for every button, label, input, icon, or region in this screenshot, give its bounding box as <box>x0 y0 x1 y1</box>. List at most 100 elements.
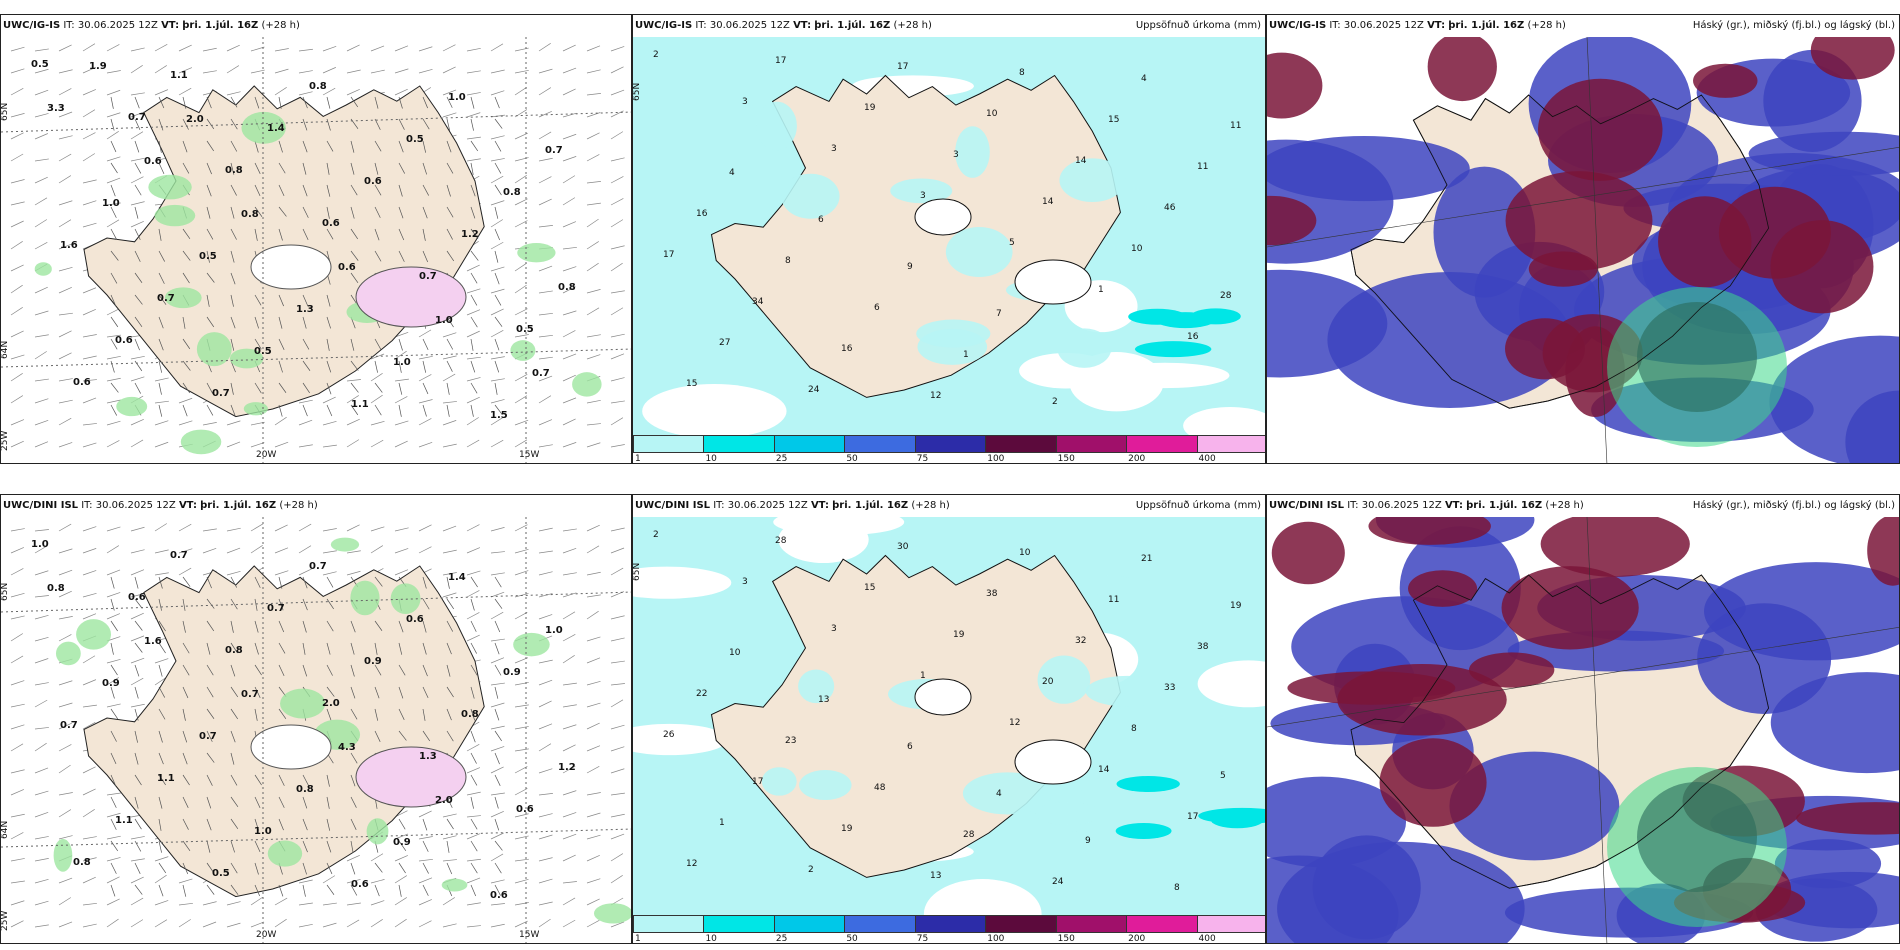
precip-value: 11 <box>1197 162 1208 172</box>
panel-header: UWC/DINI ISL IT: 30.06.2025 12Z VT: þri.… <box>633 495 1265 517</box>
precip-blob <box>267 840 303 867</box>
wind-barb <box>538 878 553 884</box>
wind-barb <box>206 642 211 655</box>
wind-barb <box>82 309 96 316</box>
wind-barb <box>202 548 217 554</box>
high-cloud <box>1540 517 1690 577</box>
high-cloud <box>1810 37 1895 80</box>
wind-barb <box>134 620 143 631</box>
wind-barb <box>586 423 601 426</box>
wind-barb <box>494 752 500 765</box>
wind-barb <box>562 592 577 598</box>
wind-barb <box>326 338 330 351</box>
precip-area <box>962 772 1053 815</box>
precip-blob <box>390 583 421 614</box>
wind-barb <box>110 664 118 676</box>
wind-barb <box>58 634 72 642</box>
wind-barb <box>326 162 330 175</box>
wind-barb <box>490 923 505 928</box>
wind-barb <box>586 636 601 642</box>
wind-barb <box>230 96 238 108</box>
precip-value: 5 <box>1220 771 1226 781</box>
precip-value: 15 <box>686 379 697 389</box>
wind-barb <box>134 360 143 372</box>
precip-area <box>798 669 835 704</box>
wind-barb <box>106 526 121 532</box>
wind-barb <box>106 703 121 708</box>
wind-barb <box>374 250 382 262</box>
rain-value: 0.7 <box>241 689 259 700</box>
wind-barb <box>374 206 381 218</box>
glacier <box>355 266 467 328</box>
wind-barb <box>446 140 452 153</box>
wind-barb <box>298 399 313 404</box>
wind-barb <box>394 88 408 96</box>
wind-barb <box>10 724 25 730</box>
wind-barb <box>134 730 138 743</box>
colorbar: 1 10 25 50 75 100 150 200 400 <box>633 915 1265 943</box>
wind-barb <box>154 874 167 884</box>
glacier <box>250 244 332 290</box>
wind-barb <box>446 118 451 131</box>
wind-barb <box>418 46 433 52</box>
rain-value: 0.9 <box>102 678 120 689</box>
wind-barb <box>130 526 145 532</box>
wind-barb <box>110 620 118 632</box>
wind-barb <box>106 440 120 448</box>
wind-barb <box>374 576 383 587</box>
wind-barb <box>158 316 164 329</box>
wind-barb <box>490 572 505 576</box>
rain-value: 0.7 <box>267 603 285 614</box>
wind-barb <box>538 334 553 338</box>
rain-value: 0.5 <box>199 251 217 262</box>
wind-barb <box>158 730 163 743</box>
wind-barb <box>254 162 261 174</box>
wind-barb <box>298 91 313 96</box>
wind-barb <box>182 96 187 109</box>
colorbar-tick: 50 <box>846 934 858 944</box>
wind-barb <box>82 788 96 796</box>
wind-barb <box>446 184 451 197</box>
wind-barb <box>494 840 503 851</box>
wind-barb <box>82 613 97 620</box>
wind-barb <box>514 879 529 884</box>
wind-barb <box>470 664 478 676</box>
wind-barb <box>538 743 552 752</box>
wind-barb <box>158 382 162 395</box>
gridline <box>1 348 631 368</box>
wind-barb <box>346 88 360 96</box>
rain-value: 1.3 <box>419 751 437 762</box>
wind-barb <box>302 774 309 786</box>
wind-barb <box>158 664 163 677</box>
wind-barb <box>610 615 625 620</box>
wind-barb <box>182 338 191 350</box>
wind-barb <box>250 421 265 426</box>
wind-barb <box>442 443 457 448</box>
wind-barb <box>398 884 402 897</box>
wind-barb <box>82 876 96 884</box>
wind-barb <box>130 549 145 554</box>
wind-barb <box>586 218 599 228</box>
wind-barb <box>178 44 192 52</box>
wind-barb <box>418 374 432 382</box>
wind-barb <box>442 44 456 52</box>
wind-barb <box>230 752 235 765</box>
wind-barb <box>418 355 433 360</box>
rain-value: 0.7 <box>532 368 550 379</box>
wind-barb <box>302 884 306 897</box>
wind-barb <box>10 615 25 620</box>
wind-barb <box>326 708 332 721</box>
rain-value: 0.6 <box>144 156 162 167</box>
wind-barb <box>370 879 385 884</box>
wind-barb <box>538 111 552 118</box>
wind-barb <box>278 360 283 373</box>
wind-barb <box>350 620 356 633</box>
wind-barb <box>206 404 214 416</box>
wind-barb <box>206 708 215 719</box>
wind-barb <box>610 527 625 532</box>
wind-barb <box>106 44 120 52</box>
wind-barb <box>58 135 73 140</box>
wind-barb <box>82 379 97 382</box>
wind-barb <box>110 184 116 197</box>
wind-barb <box>10 264 24 272</box>
